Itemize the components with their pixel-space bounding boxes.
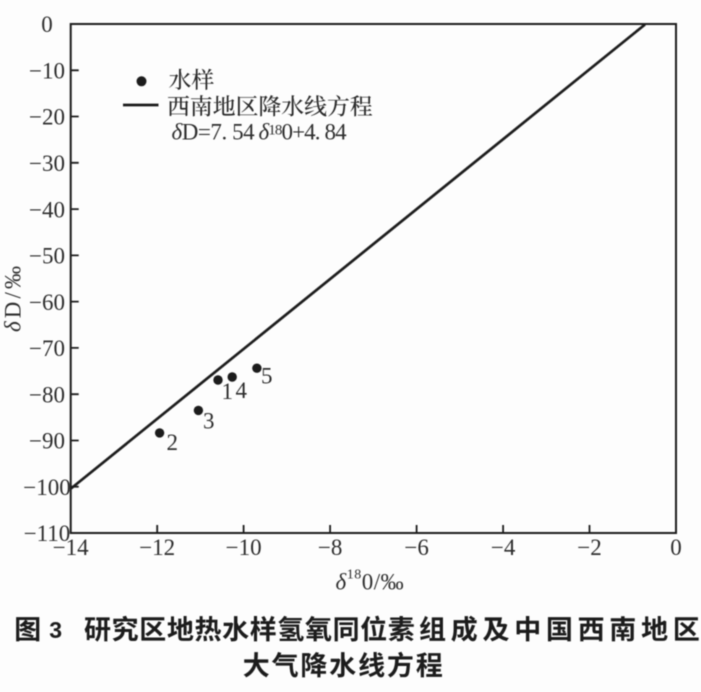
svg-text:1: 1 [222,379,234,404]
svg-text:δ180+4. 84: δ180+4. 84 [259,120,348,145]
svg-text:0: 0 [670,535,682,560]
svg-text:−12: −12 [139,535,175,560]
svg-text:4: 4 [236,378,248,403]
svg-text:−60: −60 [29,290,65,315]
svg-text:−10: −10 [226,535,262,560]
svg-text:δD/‰: δD/‰ [1,266,26,332]
svg-text:3: 3 [203,409,215,434]
svg-text:δ180/‰: δ180/‰ [336,568,405,595]
svg-text:0: 0 [41,12,53,37]
svg-text:3: 3 [49,617,62,643]
svg-text:5: 5 [261,364,273,389]
svg-text:−14: −14 [53,535,89,560]
svg-text:−2: −2 [577,535,601,560]
svg-text:−100: −100 [23,475,70,500]
svg-text:−110: −110 [24,521,71,546]
svg-text:−40: −40 [29,197,65,222]
svg-text:−80: −80 [29,382,65,407]
svg-text:−20: −20 [29,105,65,130]
svg-text:2: 2 [167,430,179,455]
svg-text:δD=7. 54: δD=7. 54 [172,120,256,145]
svg-text:−90: −90 [29,429,65,454]
svg-text:−30: −30 [29,151,65,176]
svg-text:−8: −8 [318,535,342,560]
svg-text:−6: −6 [404,535,428,560]
svg-text:−4: −4 [491,535,516,560]
svg-text:−10: −10 [29,59,65,84]
svg-text:−70: −70 [29,336,65,361]
svg-text:−50: −50 [29,244,65,269]
